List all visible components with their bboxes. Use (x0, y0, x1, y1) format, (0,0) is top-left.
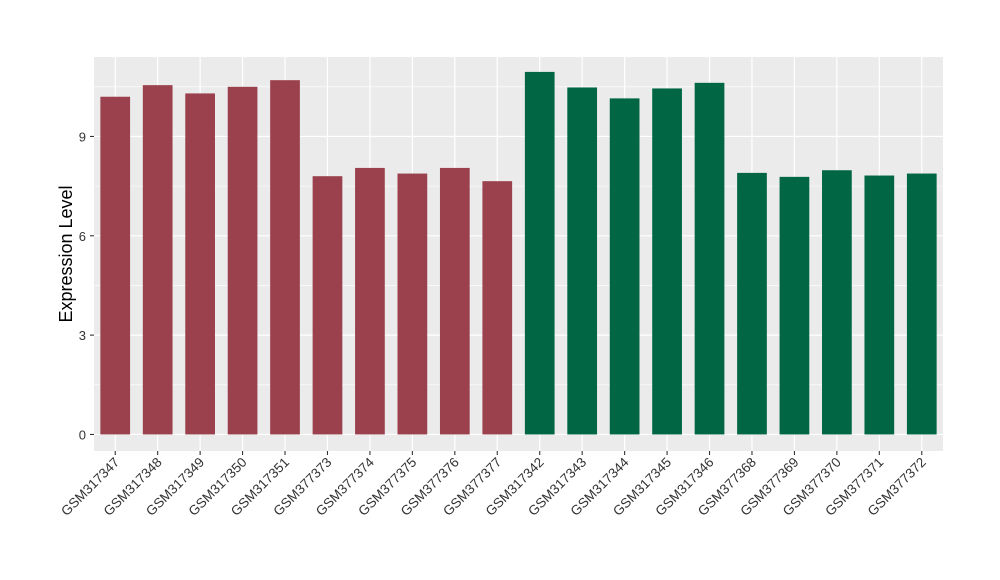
y-tick-label: 0 (79, 427, 86, 442)
bar-gsm317346 (694, 82, 725, 435)
bar-gsm317347 (100, 96, 131, 435)
bar-gsm317344 (609, 98, 640, 435)
bar-gsm377372 (906, 173, 937, 435)
bar-gsm377376 (439, 167, 470, 435)
bar-gsm317350 (227, 86, 258, 435)
y-tick-label: 6 (79, 229, 86, 244)
x-axis: GSM317347GSM317348GSM317349GSM317350GSM3… (58, 451, 929, 519)
bar-gsm317348 (142, 85, 173, 435)
y-tick-label: 3 (79, 328, 86, 343)
plot-panel (94, 57, 943, 451)
bar-gsm377371 (864, 175, 895, 435)
bar-gsm377370 (822, 170, 852, 435)
bar-gsm377368 (737, 172, 767, 435)
bar-gsm377377 (482, 181, 513, 435)
bar-gsm377373 (312, 176, 343, 435)
bar-gsm377369 (779, 176, 810, 435)
bar-gsm377375 (397, 173, 428, 435)
y-tick-label: 9 (79, 129, 86, 144)
bar-gsm317343 (567, 87, 598, 435)
bars (100, 71, 937, 435)
y-axis-title: Expression Level (56, 185, 76, 322)
bar-gsm377374 (355, 167, 385, 435)
bar-gsm317351 (270, 80, 300, 435)
y-axis: 0 3 6 9 (79, 129, 94, 442)
bar-gsm317345 (652, 88, 682, 435)
bar-gsm317349 (185, 93, 215, 435)
bar-gsm317342 (524, 71, 555, 435)
